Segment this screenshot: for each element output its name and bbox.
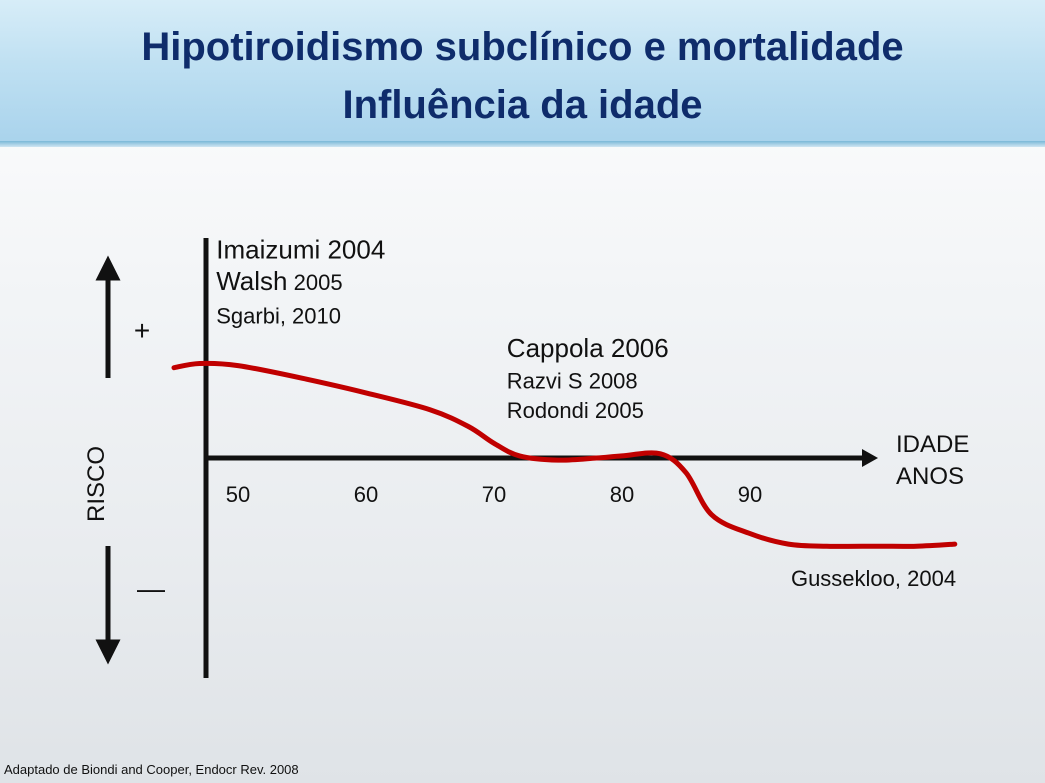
risk-indicator: + — RISCO: [83, 255, 165, 665]
slide-title: Hipotiroidismo subclínico e mortalidade: [141, 25, 904, 69]
study-annotation: Sgarbi, 2010: [216, 304, 341, 329]
study-annotation: Imaizumi 2004: [216, 235, 385, 265]
study-annotation: Cappola 2006: [507, 333, 669, 363]
x-tick-label: 80: [610, 482, 634, 507]
source-footnote: Adaptado de Biondi and Cooper, Endocr Re…: [4, 762, 299, 777]
x-axis-label: IDADE ANOS: [896, 431, 969, 490]
x-tick-label: 60: [354, 482, 378, 507]
slide-header: [0, 0, 1045, 143]
risk-curve: [171, 360, 958, 549]
y-axis-label: RISCO: [83, 446, 110, 522]
x-axis-label-line: IDADE: [896, 431, 969, 458]
x-tick-label: 70: [482, 482, 506, 507]
risk-plus-label: +: [134, 315, 150, 346]
x-axis-label-line: ANOS: [896, 463, 964, 490]
chart-series: [171, 360, 958, 549]
study-annotation: Rodondi 2005: [507, 398, 644, 423]
slide-subtitle: Influência da idade: [342, 83, 703, 127]
study-annotation: Gussekloo, 2004: [791, 566, 956, 591]
risk-minus-label: —: [137, 573, 165, 604]
x-axis-arrowhead: [862, 449, 878, 467]
header-divider: [0, 141, 1045, 147]
x-tick-label: 50: [226, 482, 250, 507]
study-annotation: Razvi S 2008: [507, 369, 638, 394]
x-tick-label: 90: [738, 482, 762, 507]
study-annotation: Walsh 2005: [216, 266, 342, 296]
x-tick-labels: 50 60 70 80 90: [226, 482, 762, 507]
